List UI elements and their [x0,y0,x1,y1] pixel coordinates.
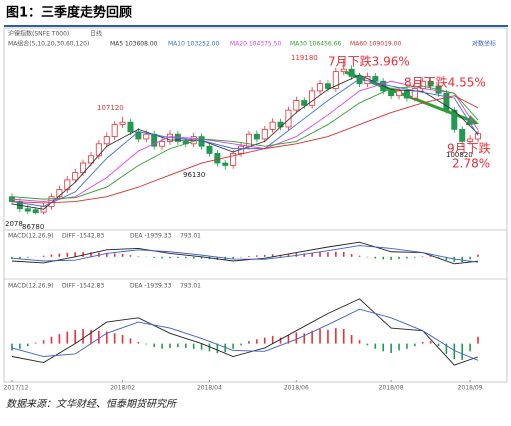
annotation: 86780 [22,223,44,231]
candle-body [411,88,418,99]
candle-body [127,121,134,133]
candle-body [285,109,292,128]
ma-line [11,308,479,361]
candle-body [222,162,229,166]
legend-entry: MA10 103252.00 [168,41,219,48]
legend-entry: MA5 103608.00 [110,41,158,48]
candle-body [451,109,458,130]
annotation: 2078 [5,220,23,228]
candle-body [459,128,466,142]
macd-legend: DIFF -1542.83 [62,283,104,290]
candle-body [95,143,102,157]
annotation: 96130 [183,171,205,179]
candle-body [443,92,450,111]
annotation: 119180 [291,54,318,62]
annotation: 2.78% [452,157,490,171]
annotation: 100820 [446,151,473,159]
ma-line [11,85,479,200]
candle-body [253,133,260,140]
macd-legend: MACD(12,26,9) [8,283,54,290]
header: 沪镍指数(SNFE T000) [8,30,69,38]
header: 日线 [90,30,102,38]
candle-body [119,121,126,125]
candle-body [214,153,221,164]
x-tick-label: 2017/12 [4,385,29,392]
candle-body [388,90,395,97]
x-tick-label: 2018/09 [458,385,483,392]
legend-entry: MA20 104375.50 [230,41,281,48]
candle-body [467,138,474,142]
candle-body [396,90,403,97]
macd-legend: DEA -1939.33 [130,283,172,290]
legend-entry: MA30 106456.66 [290,41,341,48]
candle-body [206,145,213,154]
ma-line [11,241,479,265]
candle-body [230,153,237,166]
candle-body [309,90,316,106]
macd-legend: DIFF -1542.83 [62,233,104,240]
legend-title: MA组合(5,10,20,30,60,120) [8,40,89,48]
candle-body [403,90,410,99]
macd-legend: DEA -1939.33 [130,233,172,240]
macd-legend: 793.01 [180,233,201,240]
candle-body [277,121,284,128]
candle-body [372,76,379,82]
candle-body [427,80,434,87]
x-tick-label: 2018/02 [110,385,135,392]
annotation: 7月下跌3.96% [328,54,410,69]
source: 数据来源：文华财经、恒泰期货研究所 [6,398,178,410]
candle-body [356,76,363,85]
macd-legend: 793.01 [180,283,201,290]
candle-body [317,83,324,92]
frame [3,27,508,383]
legend-entry: MA60 109019.00 [350,41,401,48]
log-label: 对数坐标 [472,40,496,48]
candle-body [151,133,158,147]
candle-body [103,136,110,145]
annotation: 8月下跌4.55% [404,75,486,90]
candle-body [348,68,355,77]
ma-line [11,95,479,204]
annotation: 9月下跌 [447,141,491,156]
candle-body [332,71,339,89]
candle-body [301,100,308,106]
candle-body [269,121,276,130]
x-tick-label: 2018/06 [284,385,309,392]
candle-body [87,155,94,164]
candle-body [32,209,39,214]
candle-body [111,124,118,137]
candle-body [159,141,166,147]
candle-body [293,100,300,111]
ma-line [11,74,479,210]
candle-body [143,133,150,140]
ma-line [11,80,479,202]
candle-body [340,68,347,73]
candle-body [324,83,331,89]
ma-line [11,78,479,207]
candle-body [474,133,481,140]
annotation: 107120 [97,104,124,112]
candle-body [72,172,79,181]
title: 图1：三季度走势回顾 [6,5,132,21]
macd-legend: MACD(12,26,9) [8,233,54,240]
trend-arrow-head [466,115,479,125]
candle-body [24,208,31,212]
x-tick-label: 2018/08 [379,385,404,392]
ma-line [11,298,479,366]
candle-body [261,128,268,140]
x-tick-label: 2018/04 [197,385,222,392]
ma-line [11,245,479,263]
